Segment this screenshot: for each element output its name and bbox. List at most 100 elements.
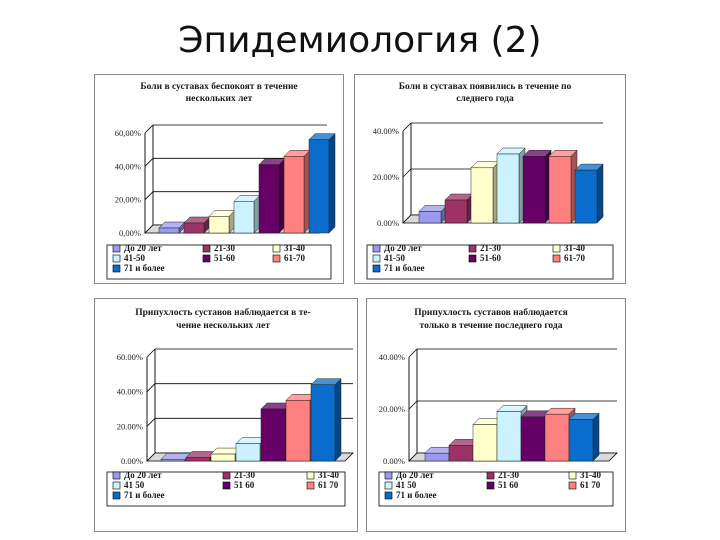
legend-swatch xyxy=(372,264,381,273)
gridline-depth xyxy=(146,348,156,358)
legend-swatch xyxy=(568,481,577,490)
gridline-depth xyxy=(144,124,154,134)
legend-swatch xyxy=(112,264,121,273)
legend-swatch xyxy=(202,254,211,263)
bar xyxy=(308,133,336,234)
legend-label: 51 60 xyxy=(498,480,519,490)
legend-label: 21-30 xyxy=(234,470,255,480)
bar xyxy=(183,216,211,234)
bar xyxy=(548,149,578,224)
gridline-depth xyxy=(408,348,418,358)
legend-swatch xyxy=(372,254,381,263)
gridline-depth xyxy=(146,418,156,427)
chart-title-line: нескольких лет xyxy=(186,94,253,104)
legend-swatch xyxy=(112,244,121,253)
legend-label: 71 и более xyxy=(124,263,165,273)
legend-swatch xyxy=(112,471,121,480)
chart-title-line: Припухлость суставов наблюдается xyxy=(414,307,568,318)
y-tick-label: 40.00% xyxy=(373,126,399,136)
legend-label: 71 и более xyxy=(124,490,165,500)
gridline-depth xyxy=(402,122,412,132)
chart-title-line: Припухлость суставов наблюдается в те- xyxy=(135,307,311,318)
legend-label: 41 50 xyxy=(124,480,145,490)
bar xyxy=(208,209,236,234)
legend-swatch xyxy=(384,471,393,480)
legend-label: До 20 лет xyxy=(124,470,162,480)
legend-label: 51-60 xyxy=(214,253,235,263)
chart-panel-2: Боли в суставах появились в течение по сл… xyxy=(354,74,626,284)
y-tick-label: 40.00% xyxy=(379,352,405,362)
bar xyxy=(522,149,552,224)
bar xyxy=(258,158,286,234)
y-tick-label: 20.00% xyxy=(379,404,405,414)
y-tick-label: 40,00% xyxy=(115,161,141,171)
legend-swatch xyxy=(568,471,577,480)
gridline-depth xyxy=(144,191,154,200)
legend xyxy=(106,244,332,280)
legend-swatch xyxy=(306,471,315,480)
legend-swatch xyxy=(112,254,121,263)
bar xyxy=(310,378,342,462)
y-tick-label: 0,00% xyxy=(119,228,141,238)
bar xyxy=(233,194,261,234)
legend-label: 41-50 xyxy=(384,253,405,263)
y-tick-label: 20.00% xyxy=(373,172,399,182)
legend-swatch xyxy=(222,471,231,480)
legend-swatch xyxy=(468,244,477,253)
bar-chart-3: Припухлость суставов наблюдается в те-че… xyxy=(106,307,354,507)
legend-label: 51 60 xyxy=(234,480,255,490)
legend-swatch xyxy=(112,481,121,490)
y-tick-label: 0.00% xyxy=(383,456,405,466)
legend-label: 21-30 xyxy=(214,243,235,253)
legend-swatch xyxy=(372,244,381,253)
legend-swatch xyxy=(112,491,121,500)
bar xyxy=(418,204,448,224)
chart-title-line: Боли в суставах появились в течение по xyxy=(399,82,572,92)
legend-label: 31-40 xyxy=(318,470,339,480)
legend-label: 61 70 xyxy=(580,480,601,490)
chart-panel-1: Боли в суставах беспокоят в течение неско… xyxy=(94,74,344,284)
legend-label: 51-60 xyxy=(480,253,501,263)
chart-title-line: только в течение последнего года xyxy=(420,321,563,331)
legend-swatch xyxy=(468,254,477,263)
slide-title: Эпидемиология (2) xyxy=(178,20,542,61)
chart-title-line: следнего года xyxy=(456,94,514,104)
legend-label: 71 и более xyxy=(396,490,437,500)
bar-chart-4: Припухлость суставов наблюдается только в… xyxy=(378,307,618,507)
chart-title-line: чение нескольких лет xyxy=(176,321,270,331)
legend-swatch xyxy=(222,481,231,490)
legend-swatch xyxy=(272,254,281,263)
legend-label: 21-30 xyxy=(498,470,519,480)
gridline-depth xyxy=(144,158,154,167)
chart-panel-4: Припухлость суставов наблюдается только в… xyxy=(366,298,626,532)
legend-label: До 20 лет xyxy=(384,243,422,253)
legend-swatch xyxy=(552,254,561,263)
chart-title-line: Боли в суставах беспокоят в течение xyxy=(140,81,297,92)
gridline-depth xyxy=(146,383,156,392)
legend xyxy=(366,244,614,280)
legend-swatch xyxy=(272,244,281,253)
y-tick-label: 20,00% xyxy=(115,195,141,205)
legend-swatch xyxy=(486,471,495,480)
legend-label: 61 70 xyxy=(318,480,339,490)
legend-label: 31-40 xyxy=(284,243,305,253)
bar xyxy=(444,193,474,224)
chart-panel-3: Припухлость суставов наблюдается в те-че… xyxy=(94,298,358,532)
legend-swatch xyxy=(552,244,561,253)
legend-label: 61-70 xyxy=(284,253,305,263)
bar xyxy=(283,149,311,234)
legend-label: 31-40 xyxy=(580,470,601,480)
legend-swatch xyxy=(202,244,211,253)
y-tick-label: 40.00% xyxy=(117,387,143,397)
legend-label: 31-40 xyxy=(564,243,585,253)
bar-chart-1: Боли в суставах беспокоят в течение неско… xyxy=(106,81,336,280)
gridline-depth xyxy=(402,168,412,178)
bar xyxy=(496,147,526,224)
legend-label: До 20 лет xyxy=(396,470,434,480)
y-tick-label: 0.00% xyxy=(121,456,143,466)
legend-label: 71 и более xyxy=(384,263,425,273)
y-tick-label: 60.00% xyxy=(117,352,143,362)
legend-label: 61-70 xyxy=(564,253,585,263)
y-tick-label: 0.00% xyxy=(377,218,399,228)
bar xyxy=(568,412,600,462)
